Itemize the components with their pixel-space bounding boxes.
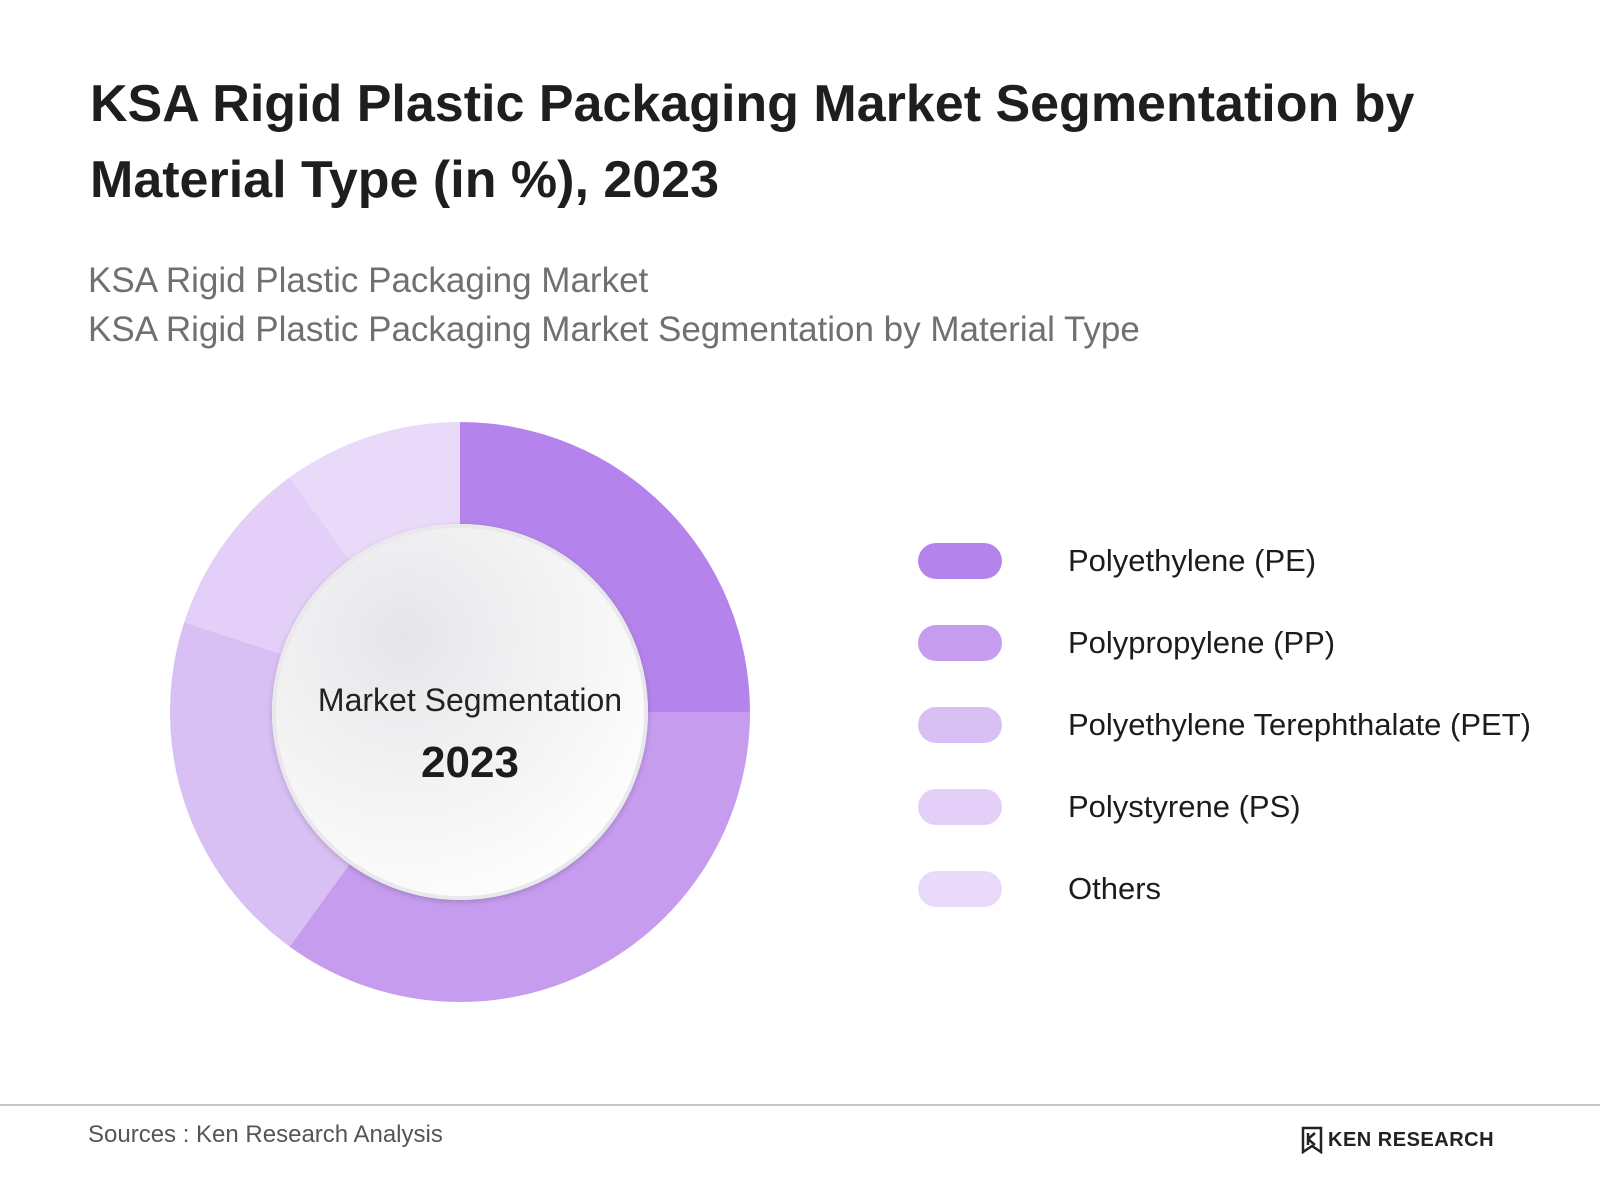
legend-item: Others xyxy=(918,868,1568,908)
source-note: Sources : Ken Research Analysis xyxy=(88,1121,443,1148)
subtitle-line-1: KSA Rigid Plastic Packaging Market xyxy=(88,261,649,300)
ken-research-logo-icon xyxy=(1301,1126,1323,1154)
legend-label: Polyethylene Terephthalate (PET) xyxy=(1068,707,1531,742)
legend-label: Others xyxy=(1068,871,1162,906)
legend-swatch xyxy=(918,789,1002,825)
legend-swatch xyxy=(918,707,1002,743)
donut-slice-5 xyxy=(289,422,460,560)
donut-slice-3 xyxy=(169,622,350,947)
legend-item: Polypropylene (PP) xyxy=(918,622,1568,662)
legend-item: Polystyrene (PS) xyxy=(918,786,1568,826)
legend-item: Polyethylene (PE) xyxy=(918,540,1568,580)
donut-slice-2 xyxy=(289,712,750,1002)
legend-label: Polyethylene (PE) xyxy=(1068,543,1317,578)
legend-label: Polypropylene (PP) xyxy=(1068,625,1336,660)
donut-center xyxy=(272,524,648,900)
legend-swatch xyxy=(918,543,1002,579)
chart-title: KSA Rigid Plastic Packaging Market Segme… xyxy=(90,75,1415,209)
footer-divider xyxy=(0,1104,1600,1106)
donut-center-year: 2023 xyxy=(421,738,519,787)
ken-research-logo: KEN RESEARCH xyxy=(1300,1124,1494,1156)
donut-center-label: Market Segmentation xyxy=(317,682,623,718)
donut-slice-1 xyxy=(460,422,750,712)
legend-swatch xyxy=(918,625,1002,661)
donut-slice-4 xyxy=(184,477,350,654)
donut-slices xyxy=(169,422,750,1002)
subtitle-line-2: KSA Rigid Plastic Packaging Market Segme… xyxy=(88,310,1140,349)
legend-swatch xyxy=(918,871,1002,907)
legend-item: Polyethylene Terephthalate (PET) xyxy=(918,704,1568,744)
ken-research-logo-text: KEN RESEARCH xyxy=(1328,1128,1495,1151)
legend-label: Polystyrene (PS) xyxy=(1068,789,1301,824)
chart-subtitle: KSA Rigid Plastic Packaging Market KSA R… xyxy=(88,256,1488,354)
